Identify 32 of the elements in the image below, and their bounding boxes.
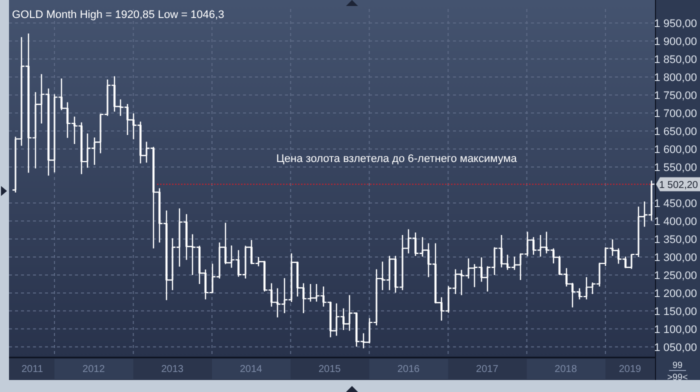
y-tick-label: 1 950,00 — [654, 18, 697, 30]
x-tick-label: 2015 — [318, 364, 342, 375]
x-tick-label: 2016 — [397, 364, 420, 375]
y-tick-label: 1 450,00 — [654, 198, 697, 210]
y-tick-label: 1 200,00 — [654, 288, 697, 300]
y-tick-label: 1 100,00 — [654, 324, 697, 336]
text: >99< — [667, 372, 688, 382]
y-tick-label: 1 050,00 — [654, 342, 697, 354]
x-tick-label: 2011 — [22, 364, 44, 375]
annotation: Цена золота взлетела до 6-летнего максимума — [276, 153, 518, 166]
y-tick-label: 1 600,00 — [654, 144, 697, 156]
y-tick-label: 1 350,00 — [654, 234, 697, 246]
y-tick-label: 1 800,00 — [654, 72, 697, 84]
y-tick-label: 1 750,00 — [654, 90, 697, 102]
y-tick-label: 1 650,00 — [654, 126, 697, 138]
x-tick-label: 2013 — [161, 364, 184, 375]
y-tick-label: 1 550,00 — [654, 162, 697, 174]
text: 99 — [672, 360, 683, 370]
y-tick-label: 1 850,00 — [654, 54, 697, 66]
x-tick-label: 2017 — [476, 364, 499, 375]
y-tick-label: 1 700,00 — [654, 108, 697, 120]
y-tick-label: 1 300,00 — [654, 252, 697, 264]
y-tick-label: 1 250,00 — [654, 270, 697, 282]
x-tick-label: 2018 — [554, 364, 578, 375]
x-tick-label: 2019 — [618, 364, 642, 375]
y-tick-label: 1 900,00 — [654, 36, 697, 48]
y-tick-label: 1 400,00 — [654, 216, 697, 228]
y-tick-label: 1 150,00 — [654, 306, 697, 318]
ref-line-label: 1 502,20 — [659, 180, 698, 192]
x-tick-label: 2012 — [82, 364, 106, 375]
x-tick-label: 2014 — [240, 364, 263, 375]
chart-title: GOLD Month High = 1920,85 Low = 1046,3 — [12, 9, 224, 21]
